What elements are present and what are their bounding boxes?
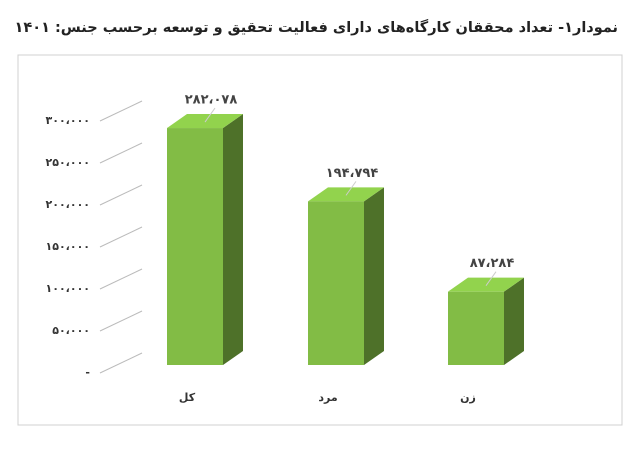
bar bbox=[448, 277, 524, 365]
x-tick-label: مرد bbox=[318, 391, 337, 404]
value-label: ۱۹۴،۷۹۴ bbox=[326, 166, 379, 181]
x-tick-label: کل bbox=[179, 391, 196, 404]
bar bbox=[308, 187, 384, 365]
grid-line bbox=[99, 310, 143, 332]
bar-top bbox=[448, 277, 524, 292]
value-label: ۸۷،۲۸۴ bbox=[470, 256, 515, 271]
y-tick-label: ۱۰۰،۰۰۰ bbox=[46, 282, 90, 295]
grid-line bbox=[99, 268, 143, 290]
y-tick-label: - bbox=[85, 366, 90, 379]
bar-front bbox=[167, 128, 223, 365]
y-tick-label: ۵۰،۰۰۰ bbox=[52, 324, 90, 337]
bar-side bbox=[223, 114, 243, 366]
leader-line bbox=[345, 181, 357, 196]
bar-top bbox=[308, 187, 384, 202]
bar-top bbox=[167, 114, 243, 129]
chart-title: نمودار۱- تعداد محققان کارگاه‌های دارای ف… bbox=[14, 20, 618, 36]
bar-front bbox=[448, 291, 504, 365]
grid-line bbox=[99, 100, 143, 122]
value-label: ۲۸۲،۰۷۸ bbox=[185, 93, 238, 108]
y-tick-label: ۲۵۰،۰۰۰ bbox=[46, 156, 90, 169]
grid-line bbox=[99, 226, 143, 248]
y-tick-label: ۳۰۰،۰۰۰ bbox=[46, 114, 90, 127]
y-tick-label: ۱۵۰،۰۰۰ bbox=[46, 240, 90, 253]
bar bbox=[167, 114, 243, 366]
y-tick-label: ۲۰۰،۰۰۰ bbox=[46, 198, 90, 211]
x-tick-label: زن bbox=[460, 391, 476, 404]
bar-side bbox=[364, 187, 384, 365]
leader-line bbox=[204, 107, 216, 123]
grid-line bbox=[99, 352, 143, 374]
bar-front bbox=[308, 201, 364, 365]
leader-line bbox=[485, 271, 497, 286]
grid-line bbox=[99, 142, 143, 164]
grid-line bbox=[99, 184, 143, 206]
bar-side bbox=[504, 277, 524, 365]
